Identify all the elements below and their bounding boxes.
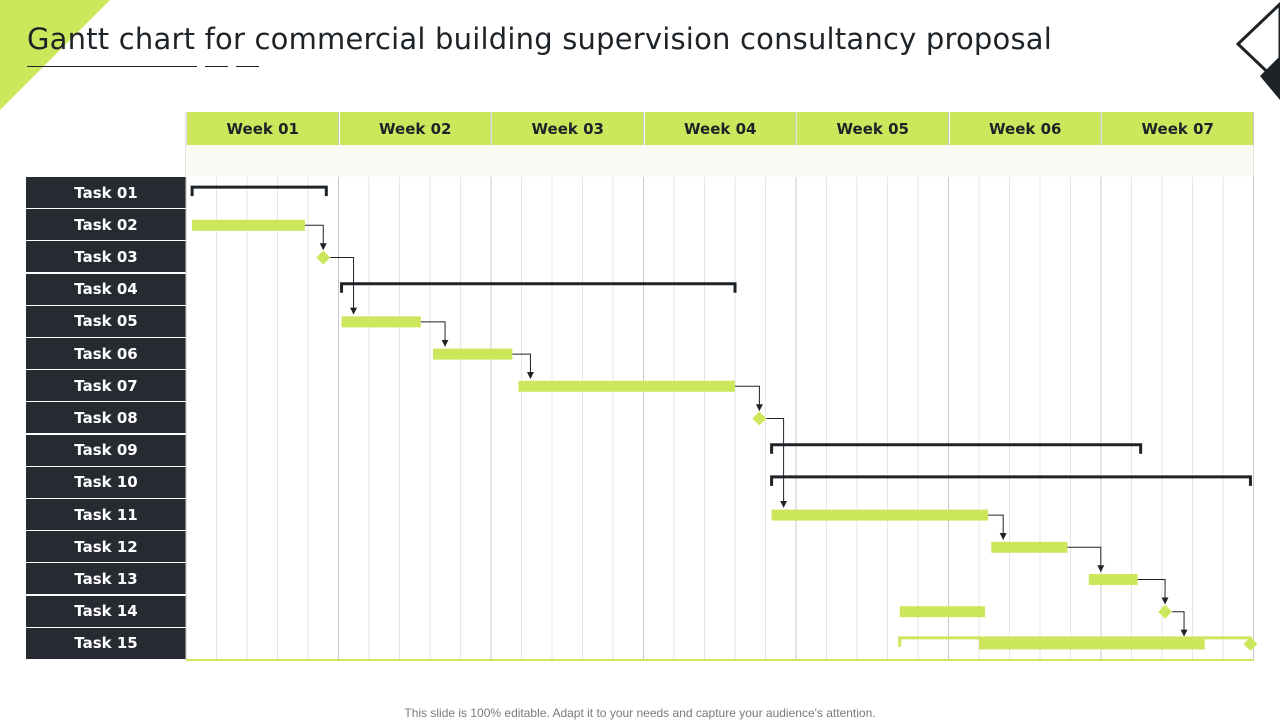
dependency-arrow (988, 514, 1007, 540)
task-bar (1088, 574, 1138, 585)
task-label: Task 06 (26, 338, 186, 369)
dependency-arrow (420, 321, 449, 347)
task-label: Task 04 (26, 273, 186, 305)
task-label: Task 12 (26, 531, 186, 563)
task-label: Task 13 (26, 563, 186, 595)
task-bar (518, 380, 735, 392)
task-bar (341, 316, 421, 328)
week-header: Week 05 (796, 112, 949, 145)
dependency-arrow (512, 353, 534, 379)
task-label: Task 03 (26, 241, 186, 273)
dependency-arrow (330, 257, 358, 315)
dependency-arrow (1137, 579, 1169, 605)
task-label: Task 05 (26, 305, 186, 337)
corner-diamond-decoration (1235, 1, 1280, 100)
title-underline-dash (205, 66, 228, 67)
task-bar (433, 348, 513, 360)
milestone-diamond (752, 411, 767, 426)
day-header-band (186, 145, 1254, 177)
milestone-diamond (1243, 636, 1258, 651)
task-label: Task 09 (26, 434, 186, 466)
task-bar (979, 638, 1205, 650)
dependency-arrow (1067, 546, 1105, 573)
title-underline (27, 66, 197, 67)
task-bar (192, 219, 305, 231)
week-header: Week 02 (338, 112, 491, 145)
footer-note: This slide is 100% editable. Adapt it to… (404, 706, 876, 720)
page-title: Gantt chart for commercial building supe… (27, 22, 1052, 56)
dependency-arrow (735, 385, 763, 412)
task-label: Task 10 (26, 466, 186, 498)
week-header: Week 04 (643, 112, 796, 145)
summary-bracket (770, 443, 1143, 454)
task-label: Task 07 (26, 370, 186, 402)
week-header: Week 01 (186, 112, 339, 145)
title-underline-dash (236, 66, 259, 67)
week-header: Week 07 (1101, 112, 1254, 145)
corner-accent-triangle (0, 0, 110, 110)
task-label: Task 01 (26, 177, 186, 208)
milestone-diamond (316, 250, 331, 265)
milestone-diamond (1158, 604, 1173, 619)
dependency-arrow (304, 224, 327, 251)
task-label: Task 14 (26, 595, 186, 627)
summary-bracket (190, 185, 328, 197)
task-bar (991, 541, 1068, 553)
task-label: Task 11 (26, 499, 186, 530)
summary-bracket (340, 282, 737, 293)
task-bar (899, 606, 986, 618)
task-bar (771, 509, 989, 521)
summary-bracket (770, 475, 1252, 486)
task-label: Task 15 (26, 627, 186, 659)
task-label: Task 02 (26, 209, 186, 241)
dependency-arrow (1172, 611, 1188, 637)
dependency-arrow (766, 418, 788, 508)
task-label: Task 08 (26, 402, 186, 434)
